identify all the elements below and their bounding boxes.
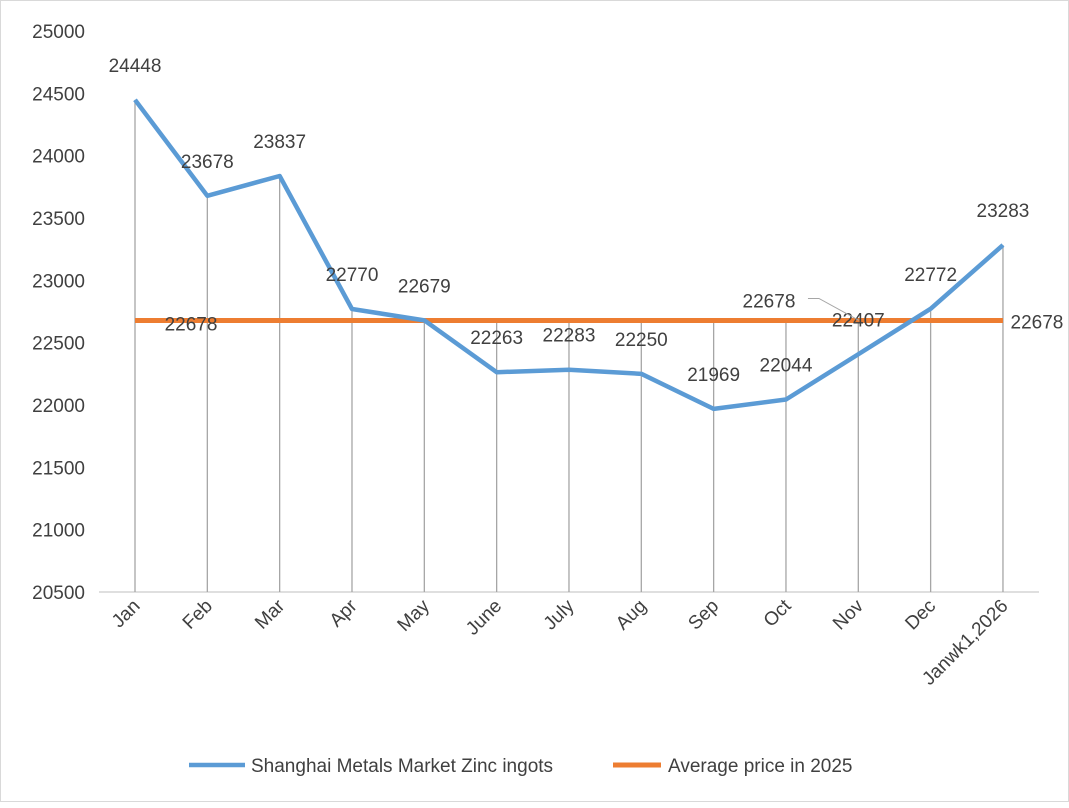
y-tick-label: 22000 [32,396,85,417]
x-tick-label: June [462,596,506,640]
data-label-zinc: 23837 [253,132,306,153]
data-label-zinc: 23678 [181,152,234,173]
x-tick-label: July [540,595,579,634]
y-tick-label: 24500 [32,84,85,105]
data-label-average: 22678 [165,314,218,335]
data-label-zinc: 22770 [326,265,379,286]
y-tick-label: 23000 [32,271,85,292]
y-tick-label: 25000 [32,22,85,43]
x-tick-label: Mar [251,595,289,633]
x-tick-label: Apr [326,595,362,631]
data-label-average: 22678 [1011,312,1064,333]
y-tick-label: 21000 [32,521,85,542]
legend-label-zinc: Shanghai Metals Market Zinc ingots [251,756,553,777]
data-label-zinc: 22250 [615,330,668,351]
data-label-zinc: 22044 [760,356,813,377]
data-label-zinc: 23283 [977,201,1030,222]
data-label-zinc: 22263 [470,328,523,349]
y-tick-label: 21500 [32,458,85,479]
series-line-zinc [133,98,1005,412]
x-tick-label: May [394,595,435,636]
x-tick-label: Jan [108,596,145,633]
data-label-average: 22678 [743,291,796,312]
x-tick-label: Sep [684,596,723,635]
legend-label-average: Average price in 2025 [668,756,853,777]
data-label-zinc: 24448 [109,56,162,77]
data-label-zinc: 22679 [398,276,451,297]
x-tick-label: Oct [760,595,796,631]
y-tick-label: 24000 [32,147,85,168]
leader-line [807,297,860,321]
data-label-zinc: 22283 [543,326,596,347]
data-label-zinc: 22407 [832,310,885,331]
y-tick-label: 23500 [32,209,85,230]
data-label-zinc: 21969 [687,365,740,386]
y-tick-label: 22500 [32,334,85,355]
x-tick-label: Aug [612,596,651,635]
x-tick-label: Dec [901,596,940,635]
x-tick-label: Feb [179,596,217,634]
y-tick-label: 20500 [32,583,85,604]
x-tick-label: Nov [829,595,868,634]
data-label-zinc: 22772 [904,265,957,286]
